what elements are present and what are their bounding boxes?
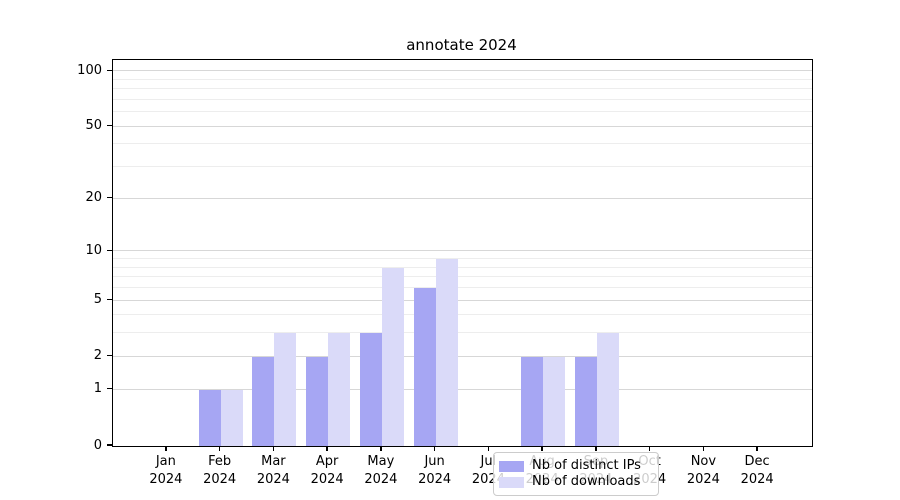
x-axis-tick-label: Dec 2024 [740, 454, 774, 487]
bar-distinct-ips [198, 389, 221, 446]
gridline [113, 276, 812, 278]
legend-label-downloads: Nb of downloads [532, 474, 641, 489]
x-tick-mark [756, 446, 758, 452]
x-tick-mark [595, 446, 597, 452]
gridline [113, 88, 812, 90]
x-axis-tick-label: Jun 2024 [418, 454, 452, 487]
x-axis-tick-label: Jan 2024 [149, 454, 183, 487]
bar-distinct-ips [521, 356, 544, 446]
plot-area: Nb of distinct IPs Nb of downloads [112, 59, 813, 496]
gridline [113, 98, 812, 100]
legend-swatch-downloads [499, 476, 524, 488]
bar-distinct-ips [252, 356, 275, 446]
bar-downloads [435, 259, 458, 446]
x-tick-mark [165, 446, 167, 452]
y-tick-mark [107, 355, 112, 357]
bar-downloads [220, 389, 243, 446]
y-tick-mark [107, 388, 112, 390]
x-axis-tick-label: Mar 2024 [256, 454, 290, 487]
x-tick-mark [487, 446, 490, 452]
y-tick-mark [107, 444, 112, 446]
gridline [113, 332, 812, 334]
gridline [113, 299, 812, 301]
y-axis-tick-label: 50 [85, 118, 102, 134]
bar-distinct-ips [413, 288, 436, 446]
gridline [113, 258, 812, 260]
gridline [113, 125, 812, 127]
bar-distinct-ips [574, 356, 597, 446]
bar-downloads [543, 356, 566, 446]
x-axis-tick-label: Apr 2024 [310, 454, 344, 487]
bar-distinct-ips [306, 356, 329, 446]
y-axis-tick-label: 10 [85, 242, 102, 258]
bar-downloads [381, 267, 404, 446]
gridline [113, 287, 812, 288]
gridline [113, 78, 812, 80]
x-tick-mark [218, 446, 221, 452]
gridline [113, 111, 812, 113]
bar-downloads [274, 333, 297, 446]
x-tick-mark [433, 446, 436, 452]
gridline [113, 355, 812, 357]
y-tick-mark [107, 69, 112, 71]
x-tick-mark [380, 446, 382, 452]
x-tick-mark [272, 446, 275, 452]
gridline [113, 143, 812, 145]
bar-distinct-ips [359, 333, 382, 446]
legend-entry-downloads: Nb of downloads [499, 475, 650, 489]
gridline [113, 266, 812, 268]
y-axis-tick-label: 2 [93, 348, 102, 364]
legend-label-distinct-ips: Nb of distinct IPs [532, 458, 641, 473]
x-tick-mark [702, 446, 705, 452]
x-tick-mark [648, 446, 651, 452]
y-axis-tick-label: 0 [93, 437, 102, 453]
bar-downloads [328, 333, 351, 446]
y-axis-tick-label: 100 [77, 62, 102, 78]
y-axis-tick-label: 5 [93, 292, 102, 307]
y-axis-tick-label: 20 [85, 190, 102, 206]
legend-swatch-distinct-ips [499, 460, 524, 472]
x-axis-tick-label: May 2024 [364, 454, 398, 487]
gridline [113, 314, 812, 316]
gridline [113, 197, 812, 199]
gridline [113, 388, 812, 390]
x-tick-mark [541, 446, 543, 452]
chart-title: annotate 2024 [406, 36, 517, 54]
legend-entry-distinct-ips: Nb of distinct IPs [499, 459, 650, 473]
y-axis-tick-label: 1 [93, 381, 102, 397]
bar-downloads [596, 333, 619, 446]
y-tick-mark [107, 298, 112, 301]
gridline [113, 166, 812, 168]
y-tick-mark [107, 249, 112, 251]
y-tick-mark [107, 197, 112, 199]
gridline [113, 70, 812, 72]
x-axis-tick-label: Feb 2024 [203, 454, 237, 487]
y-tick-mark [107, 125, 112, 127]
x-tick-mark [326, 446, 328, 452]
legend: Nb of distinct IPs Nb of downloads [493, 452, 659, 496]
gridline [113, 250, 812, 252]
x-axis-tick-label: Nov 2024 [686, 454, 720, 487]
